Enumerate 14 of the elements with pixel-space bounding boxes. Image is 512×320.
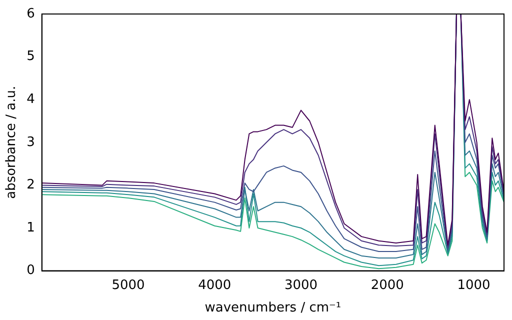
y-axis-title: absorbance / a.u. xyxy=(4,86,20,199)
x-tick-label: 5000 xyxy=(112,278,145,293)
y-tick-label: 4 xyxy=(26,92,35,107)
y-tick-label: 6 xyxy=(26,6,35,22)
x-tick-label: 4000 xyxy=(198,278,232,293)
x-tick-label: 1000 xyxy=(457,278,490,293)
y-tick-label: 1 xyxy=(26,220,35,236)
y-tick-label: 5 xyxy=(26,49,35,64)
x-axis-title: wavenumbers / cm⁻¹ xyxy=(204,300,342,316)
y-tick-label: 0 xyxy=(26,263,35,278)
x-tick-label: 2000 xyxy=(370,278,404,293)
x-tick-label: 3000 xyxy=(284,278,318,293)
y-tick-label: 2 xyxy=(26,178,35,193)
y-tick-label: 3 xyxy=(26,134,35,150)
